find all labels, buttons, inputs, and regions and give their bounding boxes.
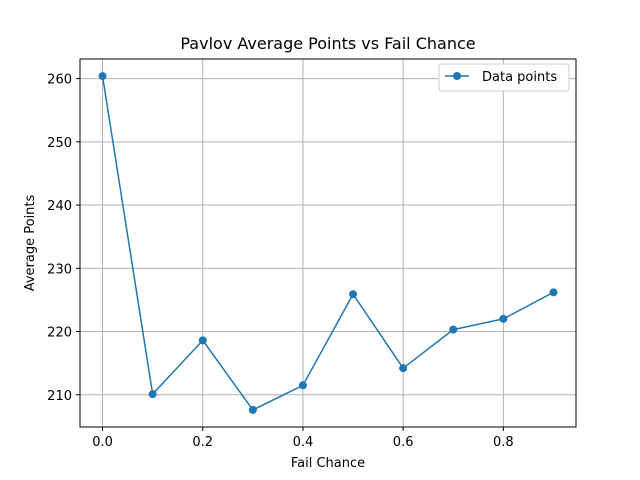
y-tick-label: 220 xyxy=(47,326,72,341)
x-tick-label: 0.0 xyxy=(92,435,113,450)
legend-marker-swatch xyxy=(453,72,461,80)
y-tick-label: 260 xyxy=(47,73,72,88)
data-point xyxy=(399,364,407,372)
y-tick-label: 240 xyxy=(47,199,72,214)
x-tick-label: 0.2 xyxy=(192,435,213,450)
y-axis-label: Average Points xyxy=(23,194,38,291)
chart-title: Pavlov Average Points vs Fail Chance xyxy=(180,34,475,53)
data-point xyxy=(299,381,307,389)
legend: Data points xyxy=(439,64,569,91)
data-point xyxy=(499,315,507,323)
data-point xyxy=(99,72,107,80)
data-point xyxy=(449,326,457,334)
x-tick-label: 0.8 xyxy=(493,435,514,450)
data-point xyxy=(549,288,557,296)
data-point xyxy=(249,406,257,414)
data-point xyxy=(349,290,357,298)
x-axis-label: Fail Chance xyxy=(291,456,365,471)
legend-label: Data points xyxy=(482,70,557,85)
y-tick-label: 250 xyxy=(47,136,72,151)
x-tick-label: 0.4 xyxy=(293,435,314,450)
data-point xyxy=(149,390,157,398)
x-tick-label: 0.6 xyxy=(393,435,414,450)
y-tick-label: 210 xyxy=(47,389,72,404)
data-point xyxy=(199,336,207,344)
y-tick-label: 230 xyxy=(47,262,72,277)
